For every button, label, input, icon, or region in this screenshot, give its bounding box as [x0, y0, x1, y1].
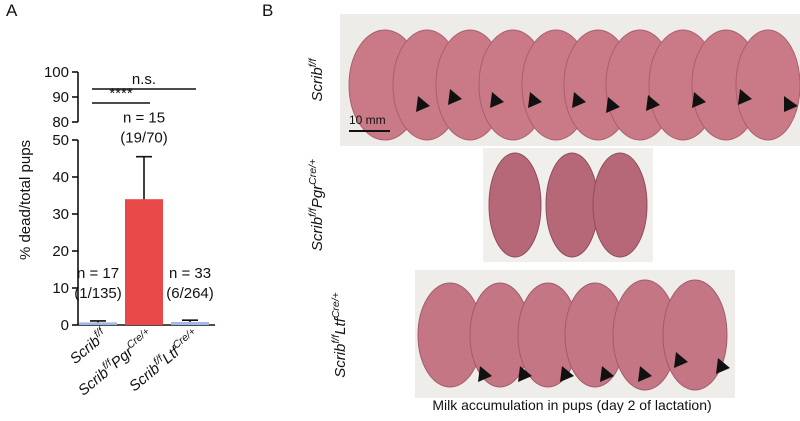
y-tick-label: 50 [52, 132, 69, 149]
error-bar [182, 319, 198, 323]
photo-row [340, 14, 800, 146]
annotation: (19/70) [120, 130, 168, 147]
y-tick-label: 90 [52, 89, 69, 106]
superscript: Cre/+ [170, 326, 198, 352]
row-label: Scribf/fLtfCre/+ [330, 292, 349, 378]
superscript: Cre/+ [330, 292, 342, 318]
annotation: n = 33 [169, 265, 211, 282]
bar [171, 322, 209, 325]
panel-label: B [262, 1, 273, 20]
label-part: Scrib [309, 217, 326, 251]
label-part: Pgr [309, 184, 326, 208]
y-axis-label: % dead/total pups [17, 140, 34, 260]
superscript: Cre/+ [124, 326, 152, 352]
y-tick-label: 100 [44, 64, 69, 81]
annotation: (6/264) [166, 285, 214, 302]
label-part: Ltf [332, 316, 349, 335]
superscript: f/f [330, 334, 342, 344]
annotation: (1/135) [74, 285, 122, 302]
label-part: Scrib [309, 67, 326, 101]
y-tick-label: 30 [52, 206, 69, 223]
superscript: f/f [307, 207, 319, 217]
photo-row [483, 148, 653, 262]
error-bar [136, 155, 152, 200]
bar [125, 199, 163, 325]
photo-row [415, 270, 735, 398]
significance-label: **** [109, 85, 133, 102]
error-bar [90, 320, 106, 323]
y-tick-label: 10 [52, 280, 69, 297]
scale-bar-label: 10 mm [349, 113, 386, 127]
y-tick-label: 40 [52, 169, 69, 186]
bar [79, 322, 117, 325]
y-tick-label: 0 [61, 317, 69, 334]
superscript: f/f [307, 57, 319, 67]
label-part: Scrib [332, 344, 349, 378]
significance-label: n.s. [132, 71, 156, 88]
panel-label: A [6, 1, 18, 20]
y-tick-label: 80 [52, 114, 69, 131]
annotation: n = 17 [77, 265, 119, 282]
superscript: Cre/+ [307, 159, 319, 185]
row-label: Scribf/fPgrCre/+ [307, 159, 326, 251]
y-tick-label: 20 [52, 243, 69, 260]
row-label: Scribf/f [307, 57, 326, 101]
annotation: n = 15 [123, 110, 165, 127]
caption: Milk accumulation in pups (day 2 of lact… [432, 397, 711, 413]
